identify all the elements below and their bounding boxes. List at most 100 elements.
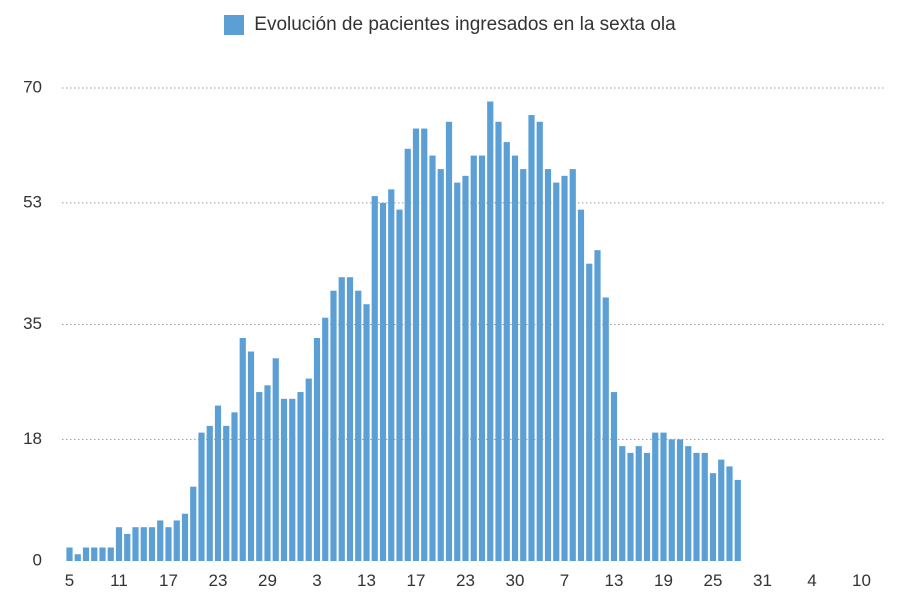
bar[interactable] xyxy=(643,452,651,561)
y-tick-label: 70 xyxy=(23,77,42,96)
bar[interactable] xyxy=(190,486,197,561)
bar[interactable] xyxy=(214,405,222,561)
bar[interactable] xyxy=(652,432,659,561)
bar[interactable] xyxy=(91,547,98,561)
bar[interactable] xyxy=(99,547,106,561)
bar[interactable] xyxy=(107,547,114,561)
bar[interactable] xyxy=(355,290,362,561)
bar[interactable] xyxy=(544,169,552,561)
bar[interactable] xyxy=(313,338,321,561)
x-axis-ticks: 5111723293131723307131925314101622284 xyxy=(65,571,871,590)
bar[interactable] xyxy=(445,121,453,561)
bar[interactable] xyxy=(561,175,568,561)
bar[interactable] xyxy=(173,520,180,561)
bar[interactable] xyxy=(264,385,271,561)
bar[interactable] xyxy=(289,398,296,561)
bar[interactable] xyxy=(536,121,543,561)
bar[interactable] xyxy=(577,209,585,561)
bar[interactable] xyxy=(594,250,601,562)
x-tick-label: 13 xyxy=(605,571,624,590)
bar[interactable] xyxy=(388,189,395,562)
bar[interactable] xyxy=(454,182,461,561)
bar[interactable] xyxy=(223,425,230,561)
bar[interactable] xyxy=(470,155,477,561)
y-tick-label: 0 xyxy=(33,550,42,569)
legend-swatch xyxy=(224,15,245,35)
bar[interactable] xyxy=(132,527,139,561)
bar[interactable] xyxy=(256,392,263,561)
bar[interactable] xyxy=(503,142,510,561)
bar[interactable] xyxy=(610,392,618,561)
bar[interactable] xyxy=(520,169,527,561)
bar[interactable] xyxy=(429,155,436,561)
y-tick-label: 18 xyxy=(23,429,42,448)
bar[interactable] xyxy=(297,392,304,561)
bar[interactable] xyxy=(668,439,675,561)
bar[interactable] xyxy=(462,175,469,561)
bar[interactable] xyxy=(495,121,502,561)
bar[interactable] xyxy=(346,277,354,561)
bar[interactable] xyxy=(140,527,147,561)
bar[interactable] xyxy=(247,351,255,561)
x-tick-label: 13 xyxy=(357,571,376,590)
x-tick-label: 29 xyxy=(258,571,277,590)
legend-item[interactable]: Evolución de pacientes ingresados en la … xyxy=(224,14,676,36)
bar[interactable] xyxy=(115,527,123,561)
bar[interactable] xyxy=(181,513,189,561)
bar[interactable] xyxy=(619,446,626,561)
bar[interactable] xyxy=(726,466,733,561)
bar[interactable] xyxy=(82,547,90,561)
bar[interactable] xyxy=(330,290,337,561)
bar[interactable] xyxy=(280,398,288,561)
bar[interactable] xyxy=(569,169,576,561)
bar[interactable] xyxy=(437,169,444,561)
bar[interactable] xyxy=(635,446,642,561)
chart-legend: Evolución de pacientes ingresados en la … xyxy=(0,14,900,40)
bar[interactable] xyxy=(709,473,717,561)
bar[interactable] xyxy=(586,263,593,561)
bar[interactable] xyxy=(701,452,708,561)
y-tick-label: 53 xyxy=(23,192,42,211)
bar[interactable] xyxy=(685,446,692,561)
x-tick-label: 17 xyxy=(159,571,178,590)
bar[interactable] xyxy=(602,297,609,561)
bar[interactable] xyxy=(66,547,73,561)
x-tick-label: 5 xyxy=(65,571,74,590)
x-tick-label: 11 xyxy=(110,571,128,590)
bar[interactable] xyxy=(231,412,238,561)
x-tick-label: 10 xyxy=(852,571,871,590)
bar[interactable] xyxy=(693,452,700,561)
bar[interactable] xyxy=(124,533,131,561)
x-tick-label: 23 xyxy=(456,571,475,590)
bar[interactable] xyxy=(412,128,420,562)
bar[interactable] xyxy=(718,459,725,561)
bar[interactable] xyxy=(157,520,164,561)
bar[interactable] xyxy=(74,554,81,561)
bar[interactable] xyxy=(396,209,403,561)
bar[interactable] xyxy=(487,101,494,561)
bar[interactable] xyxy=(421,128,428,562)
bar[interactable] xyxy=(305,378,312,561)
bar[interactable] xyxy=(676,439,684,561)
bar[interactable] xyxy=(206,425,213,561)
bars xyxy=(66,101,741,562)
bar[interactable] xyxy=(478,155,486,561)
bar[interactable] xyxy=(660,432,667,561)
bar[interactable] xyxy=(272,358,279,561)
bar[interactable] xyxy=(239,338,246,561)
bar[interactable] xyxy=(511,155,519,561)
bar[interactable] xyxy=(371,196,378,562)
bar[interactable] xyxy=(198,432,205,561)
bar[interactable] xyxy=(553,182,560,561)
bar[interactable] xyxy=(165,527,172,561)
bar[interactable] xyxy=(148,527,156,561)
bar[interactable] xyxy=(734,479,741,561)
bar[interactable] xyxy=(338,277,345,561)
bar[interactable] xyxy=(404,148,411,561)
bar[interactable] xyxy=(363,304,370,561)
bar[interactable] xyxy=(379,202,387,561)
bar[interactable] xyxy=(627,452,634,561)
x-tick-label: 23 xyxy=(209,571,228,590)
bar[interactable] xyxy=(528,115,535,561)
bar[interactable] xyxy=(322,317,329,561)
